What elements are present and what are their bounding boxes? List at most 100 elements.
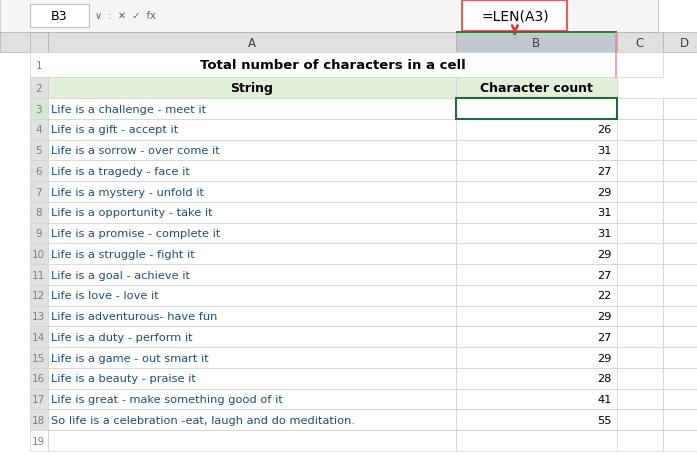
- Bar: [617, 368, 663, 389]
- Text: 12: 12: [32, 291, 45, 301]
- Bar: [663, 327, 697, 347]
- Text: 5: 5: [36, 146, 42, 156]
- Bar: [663, 264, 697, 285]
- Bar: [29, 327, 48, 347]
- Bar: [456, 78, 617, 99]
- Bar: [663, 202, 697, 223]
- Text: So life is a celebration -eat, laugh and do meditation.: So life is a celebration -eat, laugh and…: [52, 415, 355, 425]
- Bar: [48, 410, 456, 430]
- Bar: [29, 33, 48, 53]
- Bar: [456, 223, 617, 244]
- Bar: [663, 99, 697, 120]
- Text: 29: 29: [597, 311, 611, 321]
- Text: Life is a mystery - unfold it: Life is a mystery - unfold it: [52, 187, 204, 197]
- Bar: [663, 141, 697, 161]
- Bar: [617, 120, 663, 141]
- Bar: [29, 141, 48, 161]
- Bar: [617, 33, 663, 53]
- Text: 1: 1: [36, 61, 42, 71]
- Bar: [663, 306, 697, 327]
- Bar: [48, 244, 456, 264]
- Bar: [48, 285, 456, 306]
- Text: 6: 6: [36, 167, 42, 177]
- Bar: [29, 410, 48, 430]
- Text: 17: 17: [32, 394, 45, 404]
- Text: 29: 29: [597, 104, 611, 114]
- Bar: [456, 120, 617, 141]
- Bar: [29, 306, 48, 327]
- Text: 4: 4: [36, 125, 42, 135]
- Bar: [462, 1, 567, 32]
- Bar: [663, 347, 697, 368]
- Text: =LEN(A3): =LEN(A3): [481, 10, 549, 23]
- Bar: [617, 141, 663, 161]
- Bar: [617, 264, 663, 285]
- Bar: [456, 368, 617, 389]
- Bar: [663, 120, 697, 141]
- Bar: [456, 389, 617, 410]
- Bar: [48, 120, 456, 141]
- Bar: [663, 410, 697, 430]
- Bar: [617, 182, 663, 202]
- Bar: [456, 202, 617, 223]
- Text: 29: 29: [597, 187, 611, 197]
- Text: Life is a struggle - fight it: Life is a struggle - fight it: [52, 249, 195, 259]
- Bar: [456, 264, 617, 285]
- Bar: [663, 182, 697, 202]
- Bar: [456, 141, 617, 161]
- Text: 2: 2: [36, 84, 42, 94]
- Bar: [48, 161, 456, 182]
- Bar: [29, 223, 48, 244]
- Bar: [29, 182, 48, 202]
- Text: Life is a game - out smart it: Life is a game - out smart it: [52, 353, 209, 363]
- Text: 26: 26: [597, 125, 611, 135]
- Text: B: B: [533, 36, 540, 50]
- Bar: [48, 141, 456, 161]
- Bar: [29, 78, 48, 99]
- Text: 31: 31: [597, 228, 611, 238]
- Text: 18: 18: [32, 415, 45, 425]
- Bar: [0, 33, 657, 53]
- Text: 31: 31: [597, 146, 611, 156]
- Bar: [48, 368, 456, 389]
- Bar: [29, 161, 48, 182]
- Text: Life is a goal - achieve it: Life is a goal - achieve it: [52, 270, 190, 280]
- Bar: [456, 410, 617, 430]
- Bar: [29, 99, 48, 120]
- Text: Life is a promise - complete it: Life is a promise - complete it: [52, 228, 221, 238]
- Bar: [48, 223, 456, 244]
- Text: B3: B3: [51, 10, 68, 23]
- Text: Life is a gift - accept it: Life is a gift - accept it: [52, 125, 178, 135]
- Bar: [617, 410, 663, 430]
- Text: D: D: [680, 36, 689, 50]
- Bar: [456, 285, 617, 306]
- Bar: [456, 32, 617, 34]
- Text: 41: 41: [597, 394, 611, 404]
- Text: 29: 29: [597, 249, 611, 259]
- Bar: [456, 347, 617, 368]
- Text: 8: 8: [36, 208, 42, 218]
- Bar: [48, 99, 456, 120]
- Bar: [456, 244, 617, 264]
- Text: 9: 9: [36, 228, 42, 238]
- Bar: [48, 264, 456, 285]
- Bar: [617, 430, 663, 451]
- Text: Character count: Character count: [480, 82, 592, 95]
- Text: 3: 3: [36, 104, 42, 114]
- Bar: [29, 430, 48, 451]
- Bar: [456, 430, 617, 451]
- Bar: [617, 161, 663, 182]
- Text: C: C: [636, 36, 644, 50]
- Bar: [456, 33, 617, 53]
- Text: 19: 19: [32, 435, 45, 445]
- Text: String: String: [231, 82, 273, 95]
- Text: Life is a sorrow - over come it: Life is a sorrow - over come it: [52, 146, 220, 156]
- Bar: [617, 202, 663, 223]
- Bar: [456, 161, 617, 182]
- Bar: [617, 389, 663, 410]
- Text: Life is a tragedy - face it: Life is a tragedy - face it: [52, 167, 190, 177]
- Bar: [48, 33, 456, 53]
- Bar: [48, 347, 456, 368]
- Bar: [617, 285, 663, 306]
- Text: 28: 28: [597, 374, 611, 384]
